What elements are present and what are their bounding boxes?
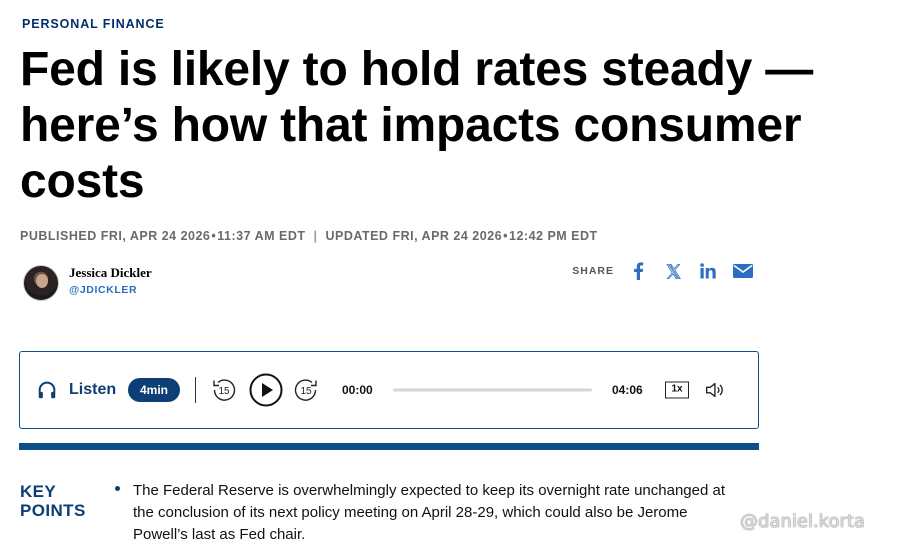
email-icon[interactable]: [733, 261, 753, 281]
x-icon[interactable]: [663, 261, 683, 281]
linkedin-icon[interactable]: [698, 261, 718, 281]
forward-seconds: 15: [300, 386, 312, 397]
author-byline: Jessica Dickler @JDICKLER: [23, 265, 152, 301]
duration-badge: 4min: [128, 378, 181, 402]
section-divider: [19, 443, 759, 450]
playback-speed-button[interactable]: 1x: [665, 381, 689, 399]
total-time: 04:06: [612, 383, 643, 397]
key-point-item: The Federal Reserve is overwhelmingly ex…: [113, 480, 733, 546]
author-handle[interactable]: @JDICKLER: [69, 284, 138, 296]
watermark: @daniel.korta: [740, 511, 865, 532]
published-label: PUBLISHED: [20, 229, 97, 243]
updated-date: FRI, APR 24 2026: [392, 229, 503, 243]
player-divider: [195, 377, 196, 403]
section-label[interactable]: PERSONAL FINANCE: [22, 17, 165, 31]
timestamp-separator: |: [313, 229, 318, 243]
author-name[interactable]: Jessica Dickler: [69, 265, 152, 280]
share-bar: SHARE: [572, 261, 753, 281]
progress-bar[interactable]: [393, 388, 592, 392]
updated-time: 12:42 PM EDT: [509, 229, 598, 243]
facebook-icon[interactable]: [628, 261, 648, 281]
published-date: FRI, APR 24 2026: [100, 229, 211, 243]
current-time: 00:00: [342, 383, 373, 397]
rewind-15-button[interactable]: 15: [211, 377, 237, 403]
rewind-seconds: 15: [218, 386, 230, 397]
headphones-icon[interactable]: [36, 379, 58, 401]
key-points-list: The Federal Reserve is overwhelmingly ex…: [113, 480, 733, 546]
published-time: 11:37 AM EDT: [217, 229, 306, 243]
forward-15-button[interactable]: 15: [293, 377, 319, 403]
volume-icon[interactable]: [703, 379, 725, 401]
share-label: SHARE: [572, 265, 614, 277]
listen-label[interactable]: Listen: [69, 381, 117, 398]
audio-player: Listen 4min 15 15 00:00 04:06 1x: [19, 351, 759, 429]
play-button[interactable]: [249, 373, 283, 407]
key-points-title: KEY POINTS: [20, 482, 86, 520]
avatar[interactable]: [23, 265, 59, 301]
headline: Fed is likely to hold rates steady — her…: [20, 43, 814, 208]
updated-label: UPDATED: [325, 229, 389, 243]
article-timestamps: PUBLISHED FRI, APR 24 2026•11:37 AM EDT …: [20, 229, 598, 243]
